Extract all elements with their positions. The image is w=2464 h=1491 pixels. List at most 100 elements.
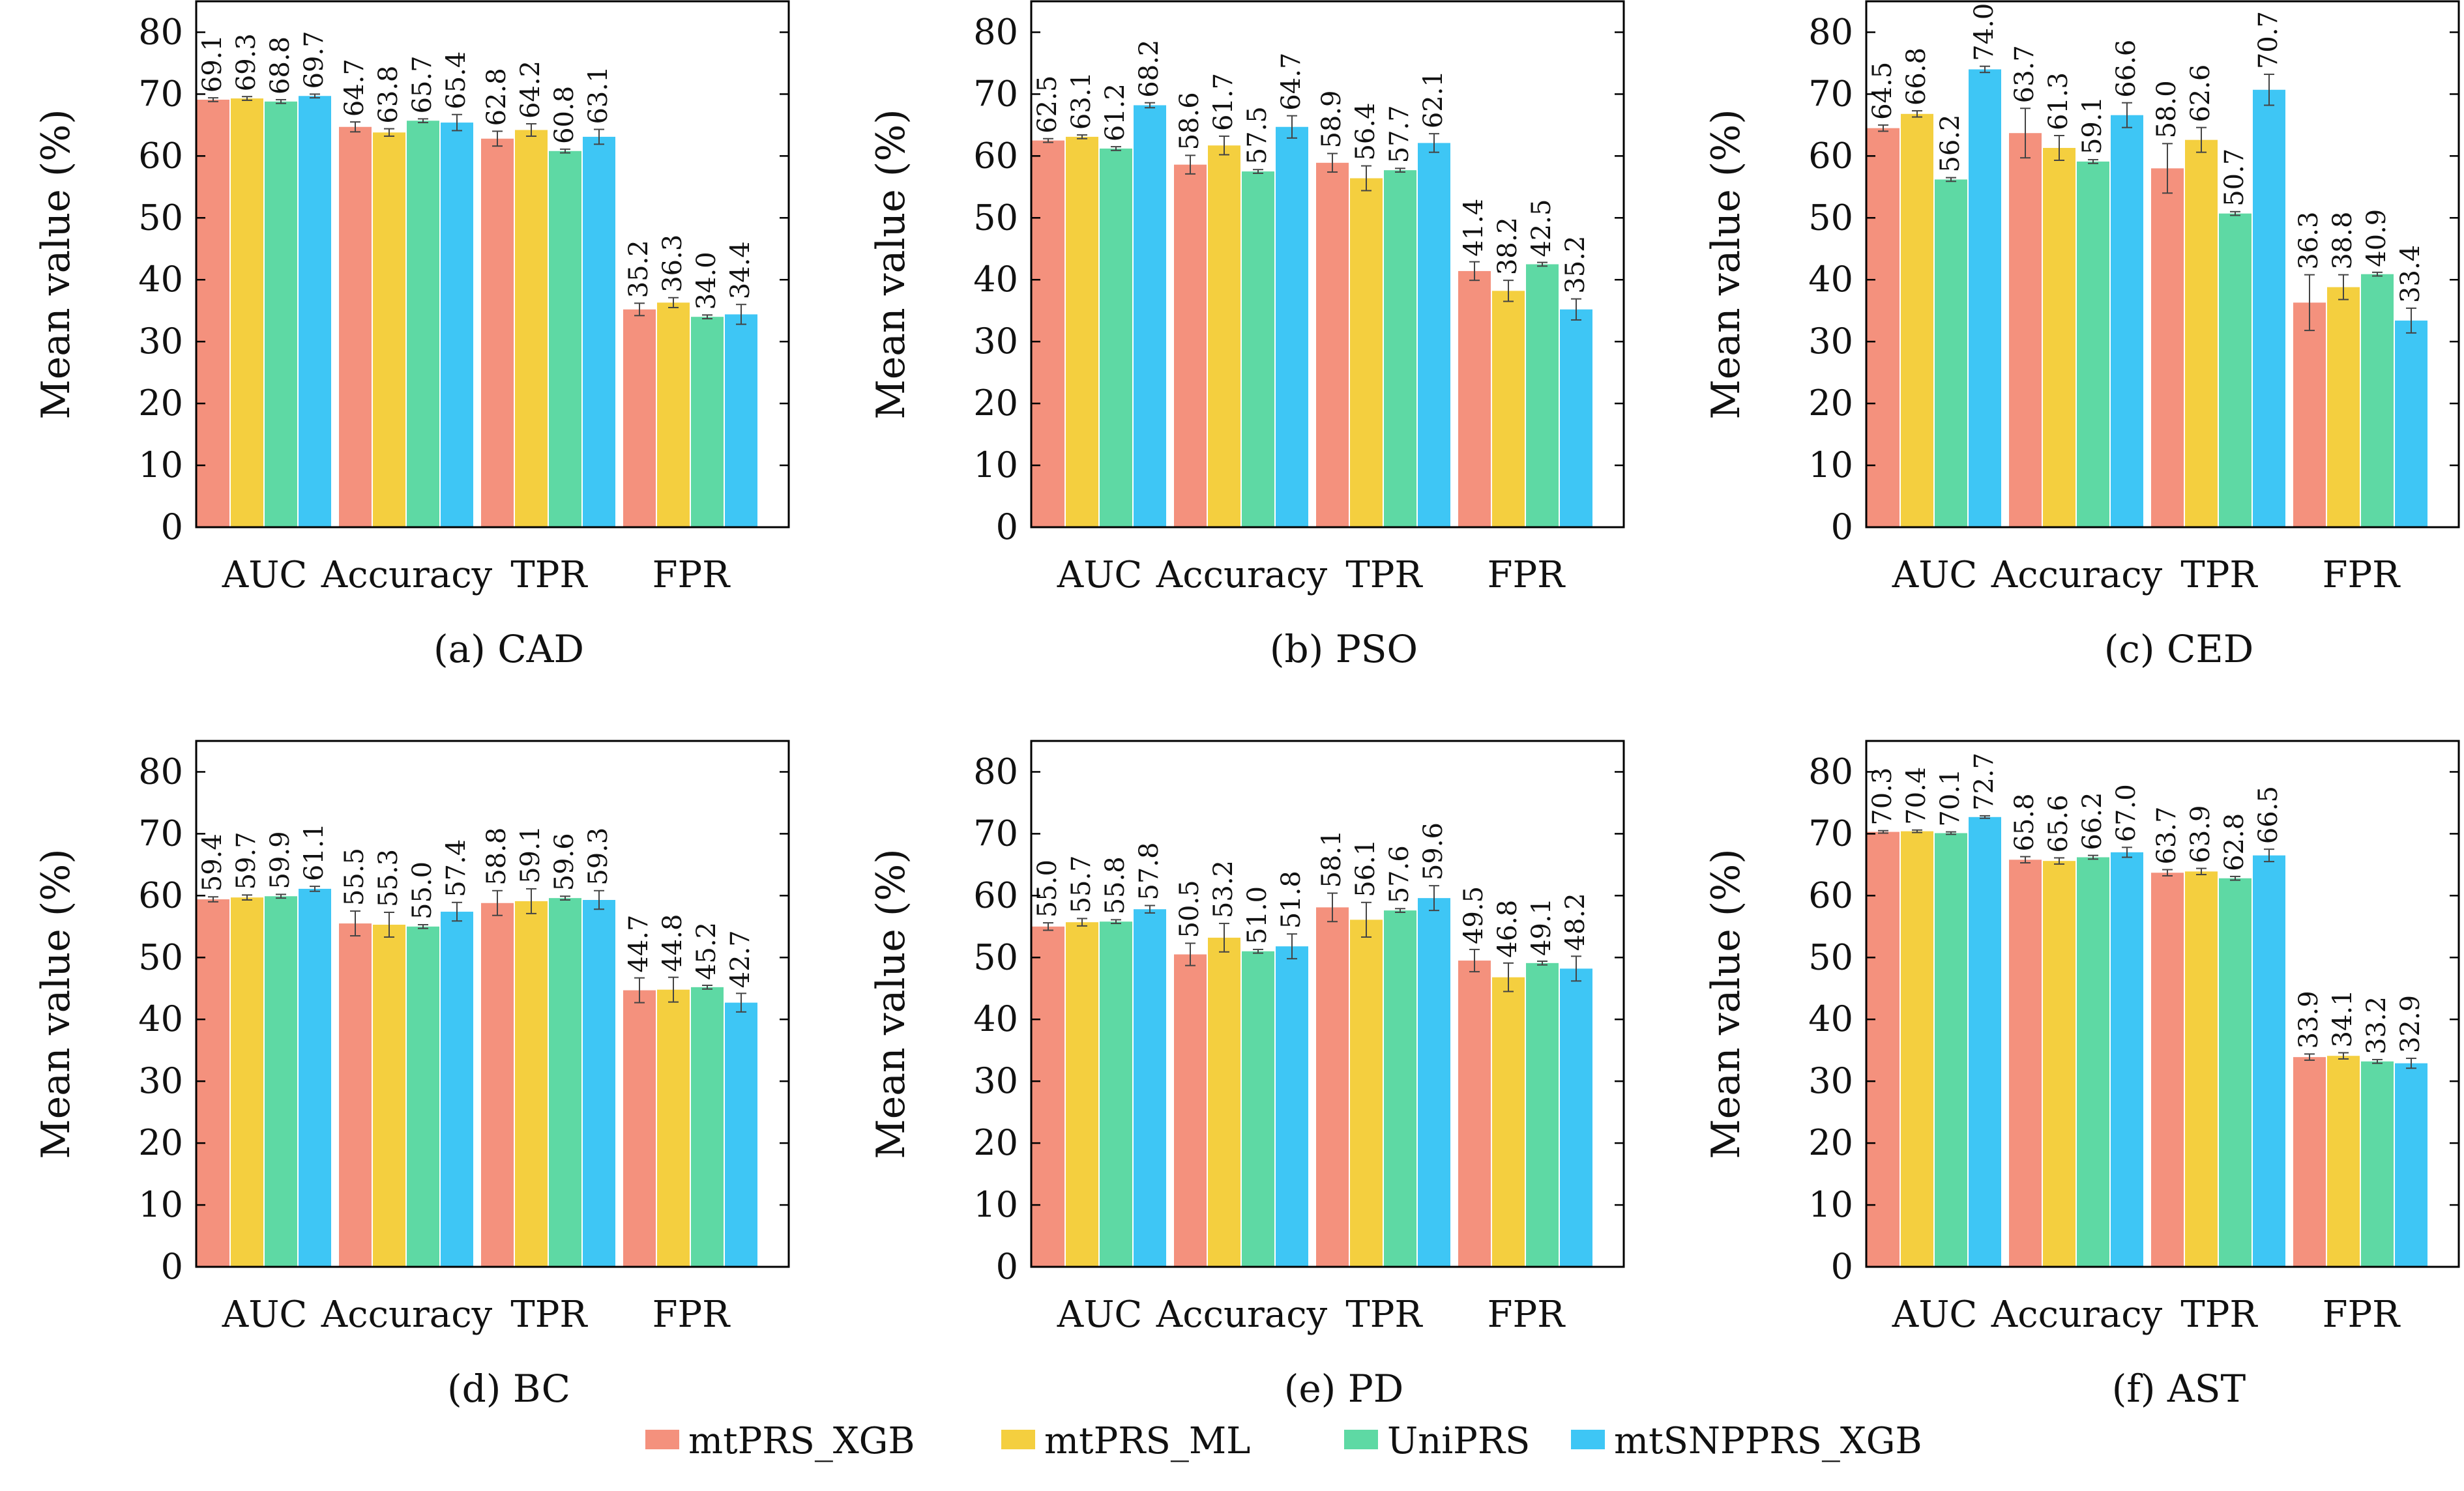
bar: [1935, 833, 1967, 1267]
subplot-caption: (f) AST: [2112, 1367, 2246, 1411]
data-label: 59.1: [516, 826, 546, 884]
y-tick-label: 70: [973, 813, 1018, 854]
bar: [1134, 105, 1166, 528]
data-label: 38.2: [1493, 217, 1523, 275]
y-tick-label: 80: [973, 751, 1018, 792]
data-label: 63.9: [2186, 805, 2216, 863]
data-label: 59.7: [231, 832, 261, 890]
y-tick-label: 80: [1808, 751, 1853, 792]
y-tick-label: 40: [138, 998, 183, 1039]
bar: [2327, 287, 2360, 527]
y-tick-label: 30: [973, 1060, 1018, 1101]
data-label: 61.1: [299, 823, 329, 881]
y-tick-label: 40: [973, 998, 1018, 1039]
y-tick-label: 60: [138, 875, 183, 916]
y-tick-label: 60: [973, 135, 1018, 176]
bar: [1100, 921, 1132, 1267]
data-label: 66.8: [1901, 48, 1931, 106]
data-label: 59.6: [550, 833, 579, 891]
legend-swatch: [1344, 1430, 1378, 1449]
data-label: 34.1: [2328, 989, 2358, 1047]
y-tick-label: 70: [138, 813, 183, 854]
bar: [1526, 963, 1559, 1267]
data-label: 33.9: [2294, 991, 2324, 1049]
data-label: 56.2: [1935, 115, 1965, 173]
x-tick-label: AUC: [1892, 1294, 1977, 1336]
data-label: 74.0: [1969, 3, 1999, 61]
subplot-caption: (e) PD: [1284, 1367, 1404, 1411]
data-label: 45.2: [692, 922, 722, 980]
bar: [373, 132, 405, 528]
bar: [1901, 113, 1933, 527]
bar: [231, 98, 263, 528]
bar: [265, 101, 297, 528]
y-tick-label: 30: [1808, 321, 1853, 362]
axes-frame: [1865, 0, 2460, 528]
bar: [1969, 69, 2001, 527]
y-tick-label: 20: [138, 383, 183, 424]
data-label: 34.0: [692, 252, 722, 310]
data-label: 58.1: [1317, 830, 1347, 888]
bar: [1867, 128, 1899, 528]
data-label: 70.7: [2253, 11, 2283, 69]
bar: [2253, 89, 2285, 528]
y-axis-label: Mean value (%): [33, 109, 79, 419]
data-label: 57.5: [1242, 106, 1272, 164]
x-tick-label: AUC: [222, 1294, 307, 1336]
y-tick-label: 60: [973, 875, 1018, 916]
x-tick-label: TPR: [2180, 1294, 2258, 1336]
bar: [1066, 922, 1098, 1267]
bar: [2361, 274, 2394, 527]
x-tick-label: TPR: [2180, 554, 2258, 596]
bar: [481, 903, 514, 1267]
data-label: 59.1: [2077, 96, 2107, 154]
bar: [2185, 139, 2218, 528]
bar: [623, 309, 656, 527]
bar: [1316, 907, 1349, 1267]
data-label: 63.7: [2152, 806, 2182, 864]
bar: [197, 899, 229, 1267]
bar: [1208, 937, 1240, 1267]
legend-label: UniPRS: [1387, 1420, 1530, 1462]
data-label: 38.8: [2328, 212, 2358, 270]
bar: [2111, 115, 2143, 527]
data-label: 46.8: [1493, 900, 1523, 958]
bar: [2219, 878, 2251, 1267]
x-tick-label: FPR: [1488, 554, 1566, 596]
bar: [2077, 161, 2109, 527]
data-label: 61.3: [2044, 72, 2074, 130]
data-label: 48.2: [1561, 893, 1591, 951]
y-tick-label: 30: [1808, 1060, 1853, 1101]
bar: [725, 1002, 757, 1267]
bar: [1560, 968, 1592, 1267]
y-tick-label: 10: [973, 444, 1018, 485]
data-label: 62.1: [1418, 70, 1448, 128]
data-label: 64.7: [340, 59, 370, 117]
data-label: 70.1: [1935, 769, 1965, 827]
bar: [407, 926, 439, 1267]
data-label: 55.8: [1100, 856, 1130, 914]
y-tick-label: 50: [138, 197, 183, 238]
data-label: 50.7: [2220, 149, 2250, 207]
bar: [373, 924, 405, 1267]
bar: [1066, 136, 1098, 528]
bar: [583, 899, 615, 1267]
x-tick-label: TPR: [1345, 1294, 1423, 1336]
data-label: 36.3: [2294, 212, 2324, 270]
data-label: 63.1: [583, 66, 613, 124]
data-label: 64.2: [516, 61, 546, 119]
data-label: 69.7: [299, 31, 329, 89]
axes-frame: [1030, 0, 1625, 528]
y-tick-label: 50: [973, 197, 1018, 238]
data-label: 50.5: [1175, 880, 1205, 938]
x-tick-label: FPR: [2323, 554, 2401, 596]
bar: [231, 897, 263, 1267]
y-tick-label: 70: [1808, 813, 1853, 854]
data-label: 41.4: [1459, 199, 1489, 257]
bar: [1867, 832, 1899, 1267]
data-label: 57.4: [441, 839, 471, 897]
bar: [1032, 926, 1064, 1267]
bar: [2253, 855, 2285, 1267]
y-tick-label: 0: [161, 1246, 183, 1287]
